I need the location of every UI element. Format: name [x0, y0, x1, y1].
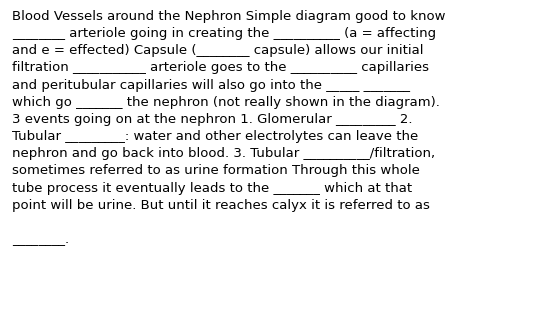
- Text: and e = effected) Capsule (________ capsule) allows our initial: and e = effected) Capsule (________ caps…: [12, 44, 424, 57]
- Text: filtration ___________ arteriole goes to the __________ capillaries: filtration ___________ arteriole goes to…: [12, 62, 429, 74]
- Text: nephron and go back into blood. 3. Tubular __________/filtration,: nephron and go back into blood. 3. Tubul…: [12, 147, 435, 160]
- Text: which go _______ the nephron (not really shown in the diagram).: which go _______ the nephron (not really…: [12, 96, 440, 109]
- Text: Tubular _________: water and other electrolytes can leave the: Tubular _________: water and other elect…: [12, 130, 418, 143]
- Text: sometimes referred to as urine formation Through this whole: sometimes referred to as urine formation…: [12, 164, 420, 177]
- Text: and peritubular capillaries will also go into the _____ _______: and peritubular capillaries will also go…: [12, 78, 410, 92]
- Text: 3 events going on at the nephron 1. Glomerular _________ 2.: 3 events going on at the nephron 1. Glom…: [12, 113, 412, 126]
- Text: tube process it eventually leads to the _______ which at that: tube process it eventually leads to the …: [12, 181, 412, 195]
- Text: point will be urine. But until it reaches calyx it is referred to as: point will be urine. But until it reache…: [12, 199, 430, 212]
- Text: Blood Vessels around the Nephron Simple diagram good to know: Blood Vessels around the Nephron Simple …: [12, 10, 445, 23]
- Text: ________.: ________.: [12, 233, 69, 246]
- Text: ________ arteriole going in creating the __________ (a = affecting: ________ arteriole going in creating the…: [12, 27, 436, 40]
